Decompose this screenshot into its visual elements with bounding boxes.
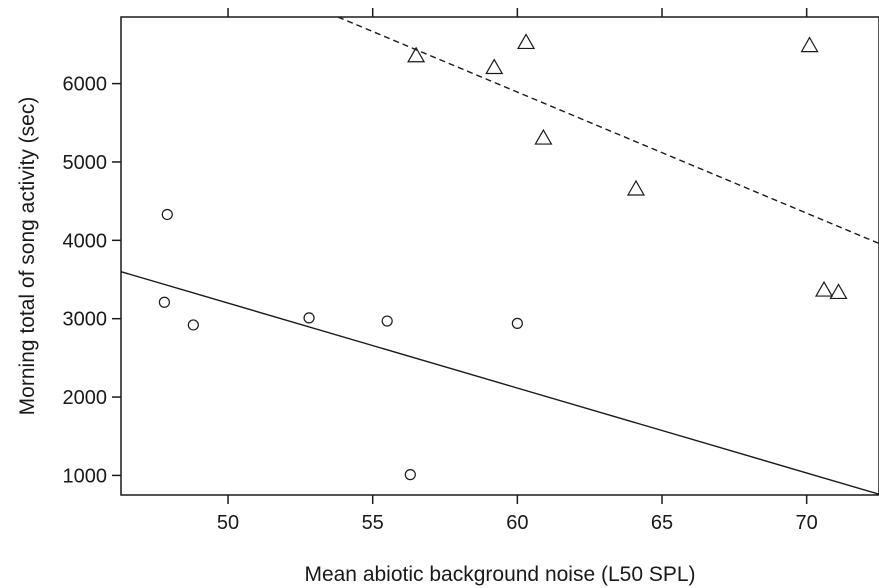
y-tick-label: 6000 bbox=[63, 74, 108, 96]
circle-point bbox=[303, 312, 315, 324]
y-tick-label: 5000 bbox=[63, 152, 108, 174]
circle-point bbox=[161, 208, 173, 221]
triangle-point bbox=[517, 33, 536, 50]
circle-point bbox=[381, 315, 393, 327]
x-tick-label: 55 bbox=[362, 512, 384, 534]
triangle-point bbox=[626, 179, 646, 196]
circle-point bbox=[158, 296, 170, 308]
circle-point bbox=[187, 319, 199, 331]
x-tick-label: 65 bbox=[651, 512, 673, 534]
plot-frame bbox=[120, 16, 879, 496]
circle-point bbox=[404, 469, 416, 481]
solid-fit-line bbox=[120, 271, 879, 495]
x-axis-title: Mean abiotic background noise (L50 SPL) bbox=[304, 563, 695, 586]
triangle-point bbox=[534, 128, 553, 145]
x-tick-label: 70 bbox=[796, 512, 818, 534]
circle-point bbox=[511, 317, 523, 329]
triangle-point bbox=[829, 283, 848, 300]
data-points bbox=[158, 33, 848, 481]
triangle-point bbox=[800, 36, 819, 53]
y-tick-label: 4000 bbox=[63, 230, 108, 252]
triangle-point bbox=[485, 58, 504, 75]
x-axis: 50 55 60 65 70 bbox=[217, 8, 818, 534]
y-axis-title: Morning total of song activity (sec) bbox=[16, 97, 39, 416]
dashed-fit-line bbox=[337, 16, 879, 245]
triangle-point bbox=[814, 280, 834, 297]
triangle-point bbox=[407, 46, 426, 63]
y-tick-label: 2000 bbox=[63, 387, 108, 409]
x-tick-label: 60 bbox=[506, 512, 528, 534]
y-tick-label: 3000 bbox=[63, 309, 108, 331]
fit-lines bbox=[120, 16, 879, 495]
y-axis: 1000 2000 3000 4000 5000 6000 bbox=[63, 74, 121, 487]
y-tick-label: 1000 bbox=[63, 465, 108, 487]
x-tick-label: 50 bbox=[217, 512, 239, 534]
